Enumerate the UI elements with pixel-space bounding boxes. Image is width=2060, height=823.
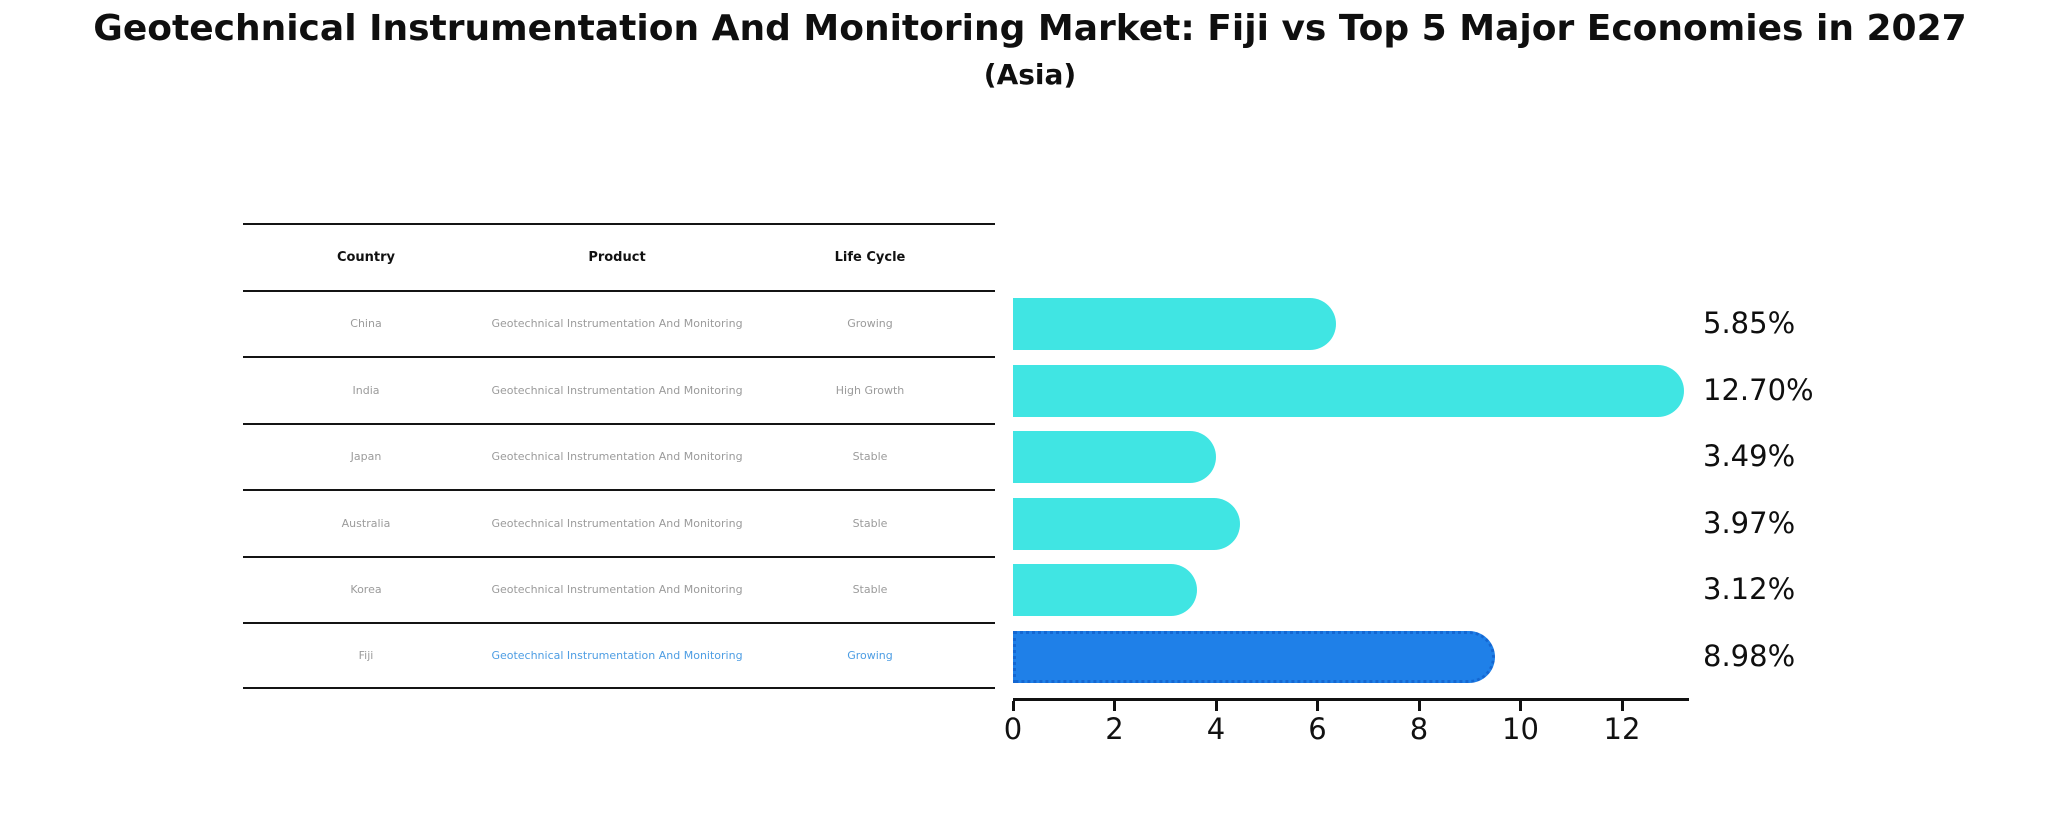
lifecycle-cell: Growing xyxy=(847,648,893,662)
country-cell: China xyxy=(350,317,382,331)
bar-china xyxy=(1013,298,1336,350)
table-header-row: Country Product Life Cycle xyxy=(243,223,995,290)
x-tick-label: 6 xyxy=(1308,712,1327,746)
x-tick xyxy=(1417,701,1421,711)
bar-korea xyxy=(1013,564,1198,616)
product-cell: Geotechnical Instrumentation And Monitor… xyxy=(491,317,743,331)
x-tick xyxy=(1011,701,1015,711)
country-table: Country Product Life Cycle China Geotech… xyxy=(243,223,995,689)
chart-subtitle: (Asia) xyxy=(983,58,1077,91)
lifecycle-cell: Growing xyxy=(847,317,893,331)
product-cell: Geotechnical Instrumentation And Monitor… xyxy=(491,450,743,464)
x-tick xyxy=(1316,701,1319,711)
column-header-lifecycle: Life Cycle xyxy=(834,249,906,265)
bar-fiji xyxy=(1013,630,1495,683)
value-label-india: 12.70% xyxy=(1703,372,1814,407)
value-label-fiji: 8.98% xyxy=(1703,638,1796,673)
country-cell: Korea xyxy=(350,583,382,597)
value-label-australia: 3.97% xyxy=(1703,505,1796,540)
x-tick xyxy=(1113,701,1116,711)
value-label-china: 5.85% xyxy=(1703,306,1796,340)
x-tick-label: 8 xyxy=(1409,712,1429,746)
product-cell: Geotechnical Instrumentation And Monitor… xyxy=(491,583,743,597)
x-tick-label: 10 xyxy=(1502,712,1539,746)
country-cell: Japan xyxy=(350,450,382,464)
lifecycle-cell: Stable xyxy=(852,583,888,597)
x-axis-line xyxy=(1013,698,1689,701)
table-row-india: India Geotechnical Instrumentation And M… xyxy=(243,356,995,423)
column-header-product: Product xyxy=(588,249,646,265)
table-row-australia: Australia Geotechnical Instrumentation A… xyxy=(243,489,995,556)
table-row-fiji: Fiji Geotechnical Instrumentation And Mo… xyxy=(243,622,995,689)
bar-australia xyxy=(1013,497,1241,550)
chart-title: Geotechnical Instrumentation And Monitor… xyxy=(93,8,1967,49)
lifecycle-cell: High Growth xyxy=(835,383,905,397)
table-row-china: China Geotechnical Instrumentation And M… xyxy=(243,289,995,357)
country-cell: Australia xyxy=(341,516,391,530)
bar-japan xyxy=(1013,431,1217,483)
bar-india xyxy=(1013,364,1684,417)
x-tick xyxy=(1620,701,1624,711)
column-header-country: Country xyxy=(336,249,396,265)
value-label-japan: 3.49% xyxy=(1703,439,1796,473)
x-tick-label: 2 xyxy=(1105,712,1124,746)
table-row-korea: Korea Geotechnical Instrumentation And M… xyxy=(243,555,995,623)
x-tick-label: 4 xyxy=(1206,712,1226,746)
lifecycle-cell: Stable xyxy=(852,450,888,464)
lifecycle-cell: Stable xyxy=(852,516,888,530)
country-cell: Fiji xyxy=(358,648,374,662)
table-row-japan: Japan Geotechnical Instrumentation And M… xyxy=(243,422,995,490)
x-tick-label: 0 xyxy=(1003,712,1023,746)
product-cell: Geotechnical Instrumentation And Monitor… xyxy=(491,648,743,662)
product-cell: Geotechnical Instrumentation And Monitor… xyxy=(491,516,743,530)
product-cell: Geotechnical Instrumentation And Monitor… xyxy=(491,383,743,397)
value-label-korea: 3.12% xyxy=(1703,572,1796,606)
country-cell: India xyxy=(352,383,380,397)
x-tick xyxy=(1214,701,1218,711)
x-tick-label: 12 xyxy=(1603,712,1641,746)
x-tick xyxy=(1519,701,1522,711)
